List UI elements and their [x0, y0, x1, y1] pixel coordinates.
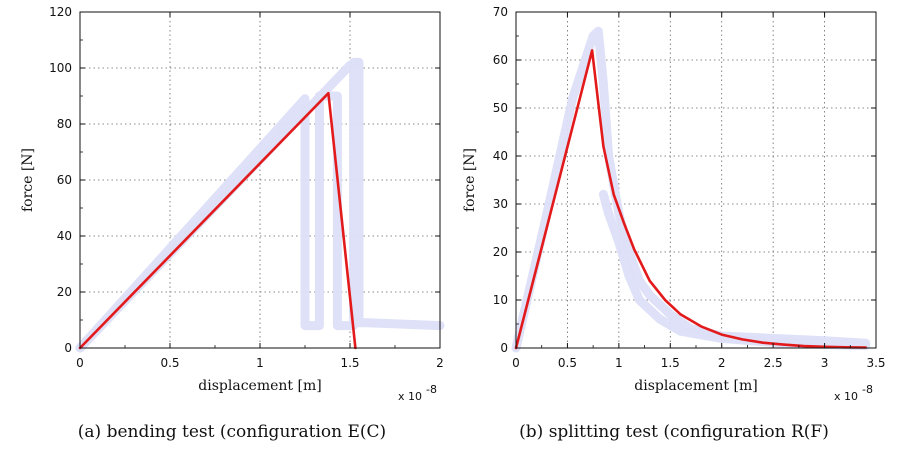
x-tick-label: 0	[76, 356, 84, 370]
y-tick-label: 0	[64, 341, 72, 355]
y-tick-label: 120	[49, 5, 72, 19]
x-tick-label: 1.5	[340, 356, 359, 370]
y-tick-label: 40	[493, 149, 508, 163]
x-exponent-power: -8	[426, 383, 437, 396]
x-tick-label: 2	[718, 356, 726, 370]
y-tick-label: 50	[493, 101, 508, 115]
x-tick-label: 1.5	[661, 356, 680, 370]
y-tick-label: 20	[57, 285, 72, 299]
y-tick-label: 40	[57, 229, 72, 243]
simulation-series-line	[78, 91, 357, 350]
y-tick-label: 70	[493, 5, 508, 19]
x-tick-label: 1	[256, 356, 264, 370]
x-tick-label: 1	[615, 356, 623, 370]
x-axis-label: displacement [m]	[198, 378, 321, 394]
x-tick-label: 2.5	[764, 356, 783, 370]
y-tick-label: 100	[49, 61, 72, 75]
y-tick-label: 20	[493, 245, 508, 259]
experiment-series-band	[598, 189, 871, 351]
y-tick-label: 0	[500, 341, 508, 355]
x-exponent-base: x 10	[398, 390, 422, 403]
axes-frame	[515, 11, 877, 349]
y-axis-label: force [N]	[20, 148, 36, 212]
x-tick-label: 3	[821, 356, 829, 370]
experiment-series-band	[75, 57, 445, 353]
panel-caption: (b) splitting test (configuration R(F)	[519, 422, 829, 442]
x-tick-label: 3.5	[866, 356, 885, 370]
y-tick-label: 60	[57, 173, 72, 187]
x-tick-label: 2	[436, 356, 444, 370]
x-exponent-power: -8	[862, 383, 873, 396]
x-tick-label: 0.5	[160, 356, 179, 370]
y-axis-label: force [N]	[462, 148, 478, 212]
simulation-series-line	[514, 49, 868, 350]
x-axis-label: displacement [m]	[634, 378, 757, 394]
y-tick-label: 30	[493, 197, 508, 211]
x-tick-label: 0.5	[558, 356, 577, 370]
experiment-series-band	[511, 26, 871, 353]
y-tick-label: 10	[493, 293, 508, 307]
panel-b-splitting-test: 0 0.5 1 1.5 2 2.5 3 3.5 0 10 20 30 40 50 60 70 displacem…	[462, 5, 886, 442]
panel-caption: (a) bending test (configuration E(C)	[78, 422, 386, 442]
x-exponent-base: x 10	[834, 390, 858, 403]
x-tick-label: 0	[512, 356, 520, 370]
y-tick-label: 60	[493, 53, 508, 67]
experiment-series-band	[75, 57, 364, 353]
y-tick-label: 80	[57, 117, 72, 131]
